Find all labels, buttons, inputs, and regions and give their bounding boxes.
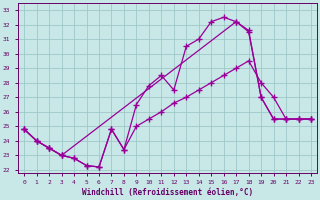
X-axis label: Windchill (Refroidissement éolien,°C): Windchill (Refroidissement éolien,°C) (82, 188, 253, 197)
